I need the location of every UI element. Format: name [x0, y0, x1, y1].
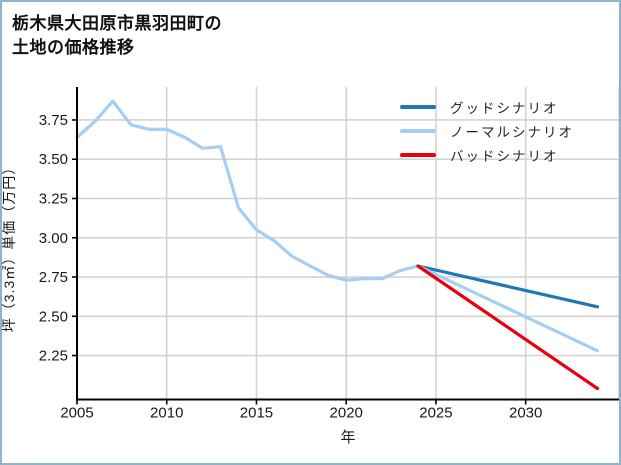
y-tick-label: 2.25	[39, 348, 68, 365]
good-scenario-label: グッドシナリオ	[450, 101, 559, 116]
x-tick-label: 2025	[419, 405, 452, 422]
chart-title-line1: 栃木県大田原市黒羽田町の	[12, 14, 222, 33]
y-tick-label: 3.50	[39, 151, 68, 168]
axes	[72, 87, 619, 405]
bad-scenario-line-swatch	[400, 153, 436, 157]
y-tick-label: 2.50	[39, 308, 68, 325]
x-tick-label: 2005	[60, 405, 93, 422]
x-tick-label: 2015	[240, 405, 273, 422]
y-tick-label: 3.75	[39, 112, 68, 129]
legend-item-good: グッドシナリオ	[400, 95, 574, 119]
y-tick-label: 3.25	[39, 190, 68, 207]
bad-scenario-label: バッドシナリオ	[450, 149, 559, 164]
chart-title-line2: 土地の価格推移	[12, 38, 135, 57]
y-tick-label: 3.00	[39, 230, 68, 247]
series-バッドシナリオ	[416, 264, 600, 391]
series-価格実績	[75, 99, 420, 282]
x-tick-label: 2020	[330, 405, 363, 422]
normal-scenario-line-swatch	[400, 129, 436, 133]
series-グッドシナリオ	[416, 264, 600, 309]
data-series	[75, 99, 600, 391]
legend: グッドシナリオ ノーマルシナリオ バッドシナリオ	[400, 95, 574, 167]
good-scenario-line-swatch	[400, 105, 436, 109]
series-ノーマルシナリオ	[416, 264, 600, 353]
x-tick-label: 2030	[509, 405, 542, 422]
tick-labels: 2005 2010 2015 2020 2025 2030 2.25 2.50 2.75 3.00…	[39, 112, 543, 422]
x-tick-label: 2010	[150, 405, 183, 422]
y-axis-title: 坪（3.3㎡）単価（万円）	[1, 159, 17, 333]
legend-item-normal: ノーマルシナリオ	[400, 119, 574, 143]
legend-item-bad: バッドシナリオ	[400, 143, 574, 167]
normal-scenario-label: ノーマルシナリオ	[450, 125, 574, 140]
chart-title: 栃木県大田原市黒羽田町の 土地の価格推移	[12, 12, 222, 60]
y-tick-label: 2.75	[39, 269, 68, 286]
x-axis-title: 年	[340, 429, 356, 446]
gridlines	[77, 87, 619, 400]
